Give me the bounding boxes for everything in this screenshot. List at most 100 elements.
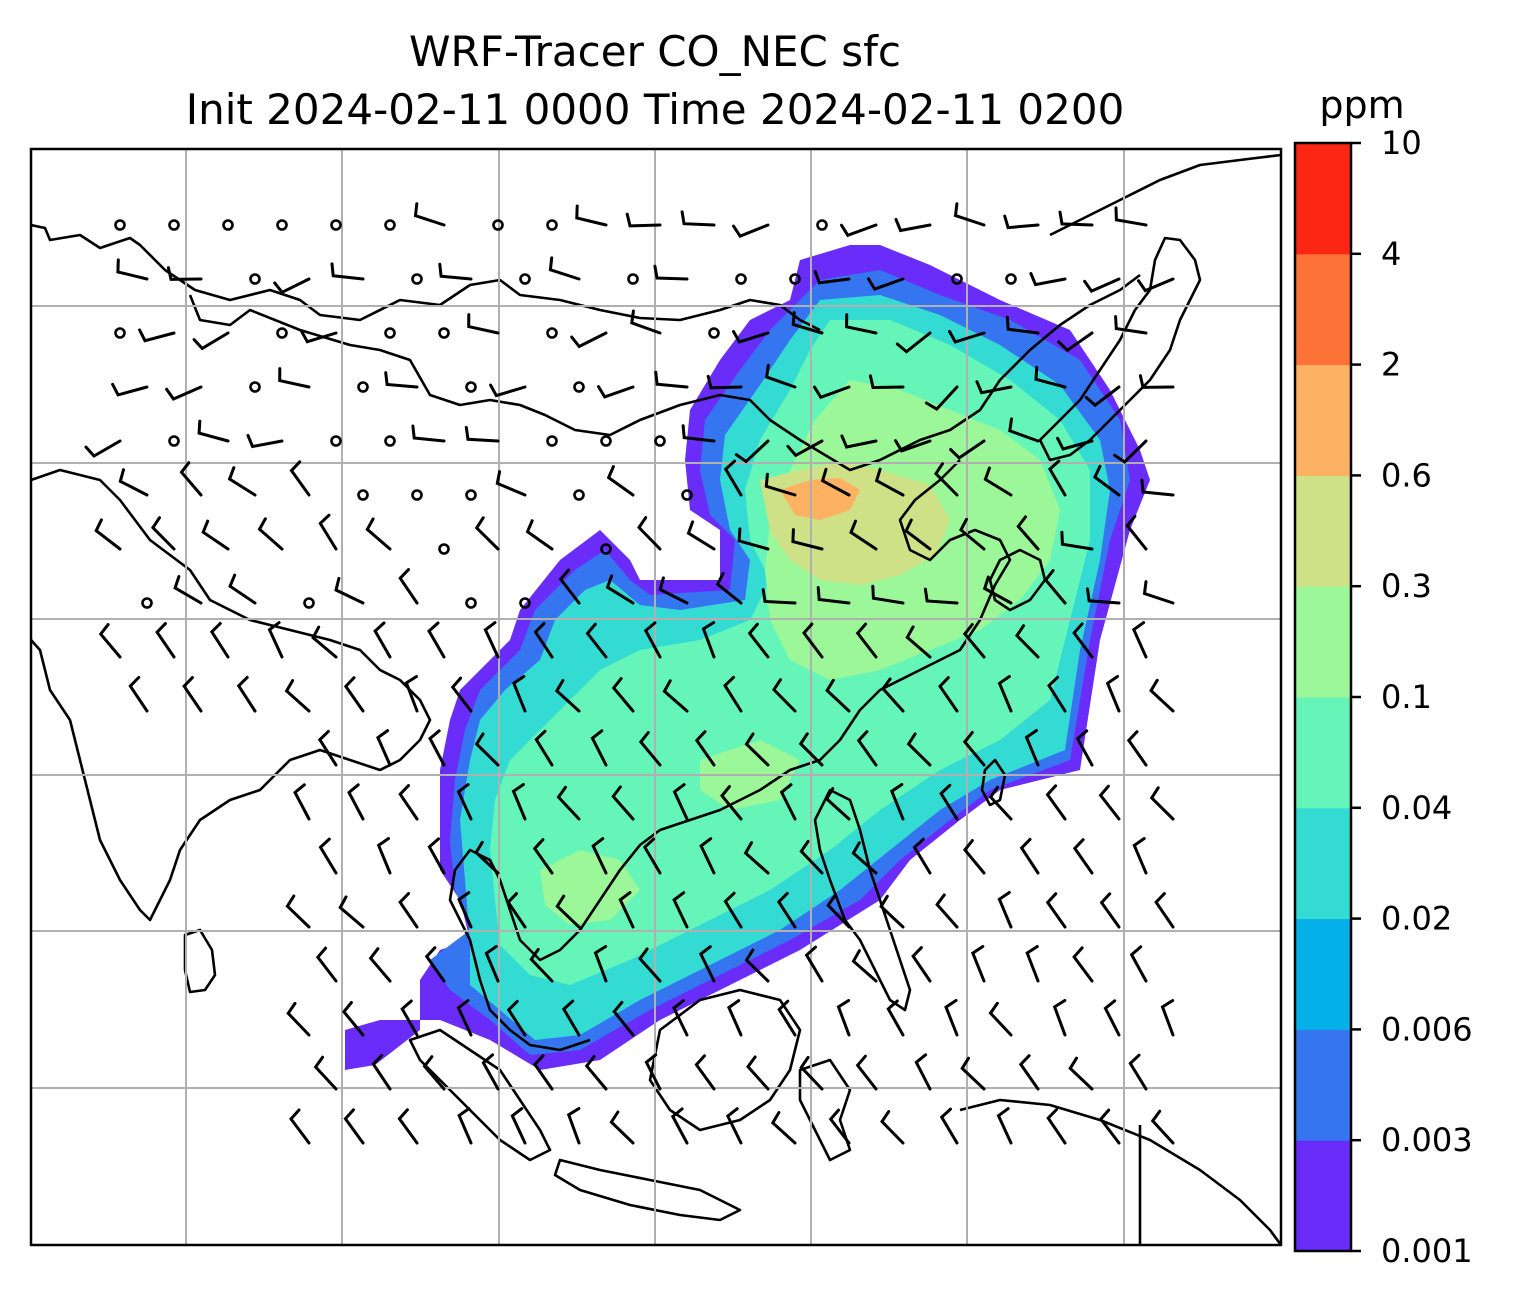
wind-barb <box>879 894 905 929</box>
wind-barb <box>770 1111 797 1145</box>
coastlines <box>31 153 1281 1245</box>
calm-wind-marker <box>276 219 288 231</box>
colorbar-ticks: 0.001 0.003 0.006 0.02 0.04 0.1 0.3 0.6 2 4 10 <box>1351 124 1473 1270</box>
wind-barb <box>315 946 338 983</box>
wind-barb <box>155 622 176 659</box>
wind-barb <box>824 787 851 821</box>
wind-barb <box>1132 837 1148 875</box>
wind-barb <box>384 371 419 389</box>
wind-barb <box>953 202 986 227</box>
calm-wind-marker <box>465 489 477 501</box>
wind-barb <box>960 1056 986 1091</box>
wind-barb <box>905 625 932 659</box>
wind-barb <box>1057 331 1094 353</box>
calm-wind-marker <box>249 273 261 285</box>
wind-barb <box>982 575 1013 605</box>
wind-barb <box>813 385 851 400</box>
wind-barb <box>182 676 203 713</box>
title-line-2: Init 2024-02-11 0000 Time 2024-02-11 020… <box>186 85 1125 134</box>
wind-barb <box>422 1055 446 1091</box>
wind-barb <box>118 468 149 497</box>
wind-barb <box>849 519 878 551</box>
wind-barb <box>317 729 338 767</box>
calm-wind-marker <box>600 435 612 447</box>
colorbar-tick-label: 4 <box>1381 235 1401 273</box>
wind-barb <box>450 676 473 713</box>
wind-barb <box>411 424 446 443</box>
wind-barb <box>948 329 986 344</box>
calm-wind-marker <box>465 381 477 393</box>
wind-barb <box>625 212 662 228</box>
coastline-sulawesi <box>798 1058 852 1162</box>
wind-barb <box>813 270 851 285</box>
wind-barb <box>1086 587 1121 605</box>
wind-barb <box>373 621 392 659</box>
calm-wind-marker <box>951 273 963 285</box>
calm-wind-marker <box>114 327 126 339</box>
calm-wind-marker <box>708 327 720 339</box>
coastline-russia-pacific <box>1049 153 1281 237</box>
colorbar-swatch <box>1295 253 1351 366</box>
wind-barb <box>771 678 797 713</box>
wind-barb <box>561 999 581 1037</box>
wind-barb <box>368 947 392 983</box>
wind-barb <box>397 1108 419 1145</box>
wind-barb <box>300 329 338 344</box>
wind-barb <box>467 313 500 335</box>
wind-barb <box>1114 315 1148 335</box>
wind-barb <box>1138 374 1175 389</box>
wind-barb <box>94 518 122 551</box>
wind-barb <box>334 576 365 605</box>
wind-barb <box>1114 206 1148 227</box>
calm-wind-marker <box>519 273 531 285</box>
wind-barb <box>533 621 554 659</box>
wind-barb <box>851 949 878 983</box>
wind-barb <box>1046 1108 1067 1145</box>
wind-barb <box>341 1001 365 1037</box>
wind-barb <box>723 675 743 713</box>
wind-barb <box>680 210 716 227</box>
wind-barb <box>840 223 878 238</box>
wind-barb <box>209 621 230 659</box>
wind-barb <box>988 1001 1013 1037</box>
wind-barb <box>554 679 581 713</box>
wind-barb <box>871 584 905 605</box>
calm-wind-marker <box>384 435 396 447</box>
wind-barb <box>597 385 635 399</box>
wind-barb <box>192 331 230 351</box>
wind-barb <box>173 575 203 605</box>
wind-barb <box>1068 1056 1094 1091</box>
wind-barb <box>424 946 446 983</box>
wind-barb <box>605 574 635 605</box>
colorbar-tick-label: 0.001 <box>1381 1232 1473 1270</box>
wind-barb <box>1029 272 1067 287</box>
wind-barb <box>593 945 608 983</box>
colorbar-swatch <box>1295 918 1351 1030</box>
wind-barb <box>1056 436 1094 451</box>
wind-barb <box>699 837 716 875</box>
calm-wind-marker <box>546 435 558 447</box>
calm-wind-marker <box>411 489 423 501</box>
wind-barb <box>534 729 554 767</box>
wind-barb <box>138 328 176 343</box>
wind-barb <box>880 1110 905 1145</box>
wind-barb <box>428 729 446 767</box>
wind-barb <box>612 1000 635 1037</box>
wind-barb <box>611 785 635 821</box>
wind-barb <box>398 892 419 929</box>
coastline-china-mongolia <box>188 273 1141 472</box>
colorbar-swatch <box>1295 1029 1351 1141</box>
wind-barb <box>1072 946 1094 983</box>
wind-barb <box>799 839 824 875</box>
wind-barb <box>911 946 932 983</box>
wind-barb <box>840 434 878 449</box>
wind-barb <box>654 370 689 389</box>
calm-wind-marker <box>438 543 450 555</box>
wind-barb <box>495 470 527 497</box>
wind-barb <box>457 891 473 929</box>
wind-barb <box>826 894 851 929</box>
wind-barb <box>267 621 284 659</box>
colorbar-tick-label: 0.02 <box>1381 900 1452 938</box>
wind-barb <box>548 256 581 281</box>
wind-barb <box>525 519 554 551</box>
